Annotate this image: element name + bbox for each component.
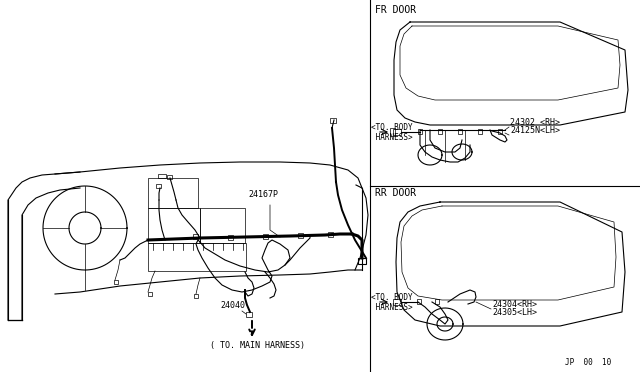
Bar (148, 292, 152, 296)
Bar (114, 280, 118, 284)
Text: RR DOOR: RR DOOR (375, 188, 416, 198)
Bar (435, 299, 439, 304)
Text: <TO. BODY
 HARNESS>: <TO. BODY HARNESS> (371, 293, 413, 312)
Bar (148, 208, 200, 243)
Bar (156, 184, 161, 188)
Text: ( TO. MAIN HARNESS): ( TO. MAIN HARNESS) (210, 341, 305, 350)
Bar (328, 232, 333, 237)
Bar (358, 258, 366, 264)
Bar (418, 129, 422, 134)
Bar (330, 118, 336, 123)
Bar (194, 294, 198, 298)
Bar (148, 243, 246, 271)
Text: 24302 <RH>: 24302 <RH> (510, 118, 560, 127)
Bar (438, 129, 442, 134)
Bar (200, 208, 245, 243)
Bar (390, 128, 395, 136)
Bar (458, 129, 462, 134)
Bar (193, 234, 198, 239)
Bar (417, 299, 421, 304)
Bar (478, 129, 482, 134)
Bar (167, 175, 172, 179)
Bar (498, 129, 502, 134)
Text: 24305<LH>: 24305<LH> (492, 308, 537, 317)
Text: 24304<RH>: 24304<RH> (492, 300, 537, 309)
Bar (393, 129, 401, 135)
Bar (298, 233, 303, 238)
Bar (246, 312, 252, 317)
Bar (263, 234, 268, 239)
Text: 24167P: 24167P (248, 190, 278, 199)
Bar (158, 174, 166, 178)
Text: FR DOOR: FR DOOR (375, 5, 416, 15)
Text: <TO. BODY
 HARNESS>: <TO. BODY HARNESS> (371, 123, 413, 142)
Bar (393, 299, 401, 305)
Text: JP  00  10: JP 00 10 (565, 358, 611, 367)
Text: 24125N<LH>: 24125N<LH> (510, 126, 560, 135)
Text: 24040: 24040 (220, 301, 245, 310)
Bar (228, 235, 233, 240)
Bar (148, 178, 198, 208)
